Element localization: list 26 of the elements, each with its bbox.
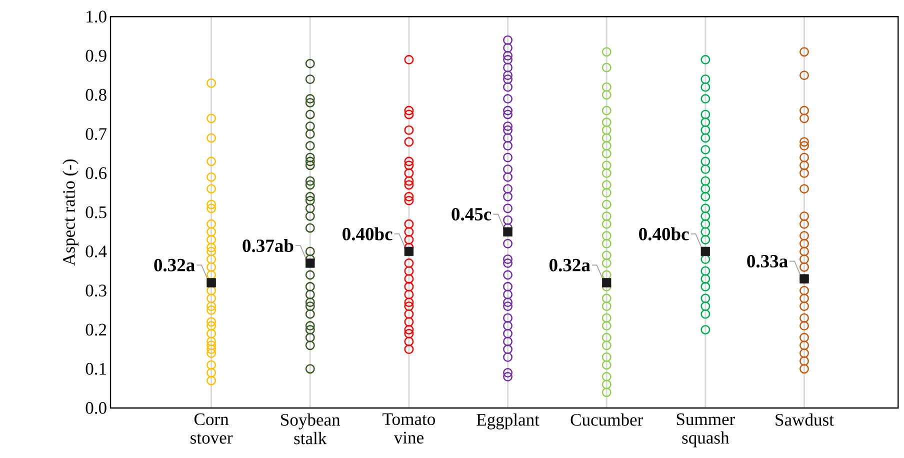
data-label: 0.45c — [452, 208, 492, 221]
y-axis-title: Aspect ratio (-) — [62, 160, 78, 266]
y-tick-label: 0.1 — [86, 362, 106, 375]
x-tick-label: Corn stover — [190, 413, 233, 444]
y-tick-label: 0.9 — [86, 50, 106, 62]
x-tick-label: Eggplant — [476, 413, 540, 430]
x-tick-label: Cucumber — [570, 413, 643, 426]
x-tick-label: Tomato vine — [382, 413, 435, 444]
y-tick-label: 0.0 — [86, 402, 106, 414]
x-tick-label: Sawdust — [776, 413, 834, 426]
data-label: 0.40bc — [639, 227, 689, 240]
y-tick-label: 0.4 — [86, 246, 107, 258]
y-tick-label: 0.5 — [86, 206, 106, 218]
y-tick-label: 0.8 — [86, 88, 106, 101]
data-label: 0.40bc — [342, 227, 392, 240]
data-label: 0.37ab — [242, 239, 294, 252]
x-tick-label: Summer squash — [676, 413, 736, 448]
y-tick-label: 0.6 — [86, 167, 107, 180]
y-tick-label: 0.7 — [86, 128, 107, 140]
data-label: 0.33a — [747, 254, 788, 268]
data-label: 0.32a — [549, 258, 590, 272]
y-tick-label: 1.0 — [86, 10, 106, 23]
y-tick-label: 0.2 — [86, 324, 106, 336]
y-tick-label: 0.3 — [86, 284, 106, 297]
x-tick-label: Soybean stalk — [281, 413, 340, 444]
data-label: 0.32a — [154, 258, 195, 272]
